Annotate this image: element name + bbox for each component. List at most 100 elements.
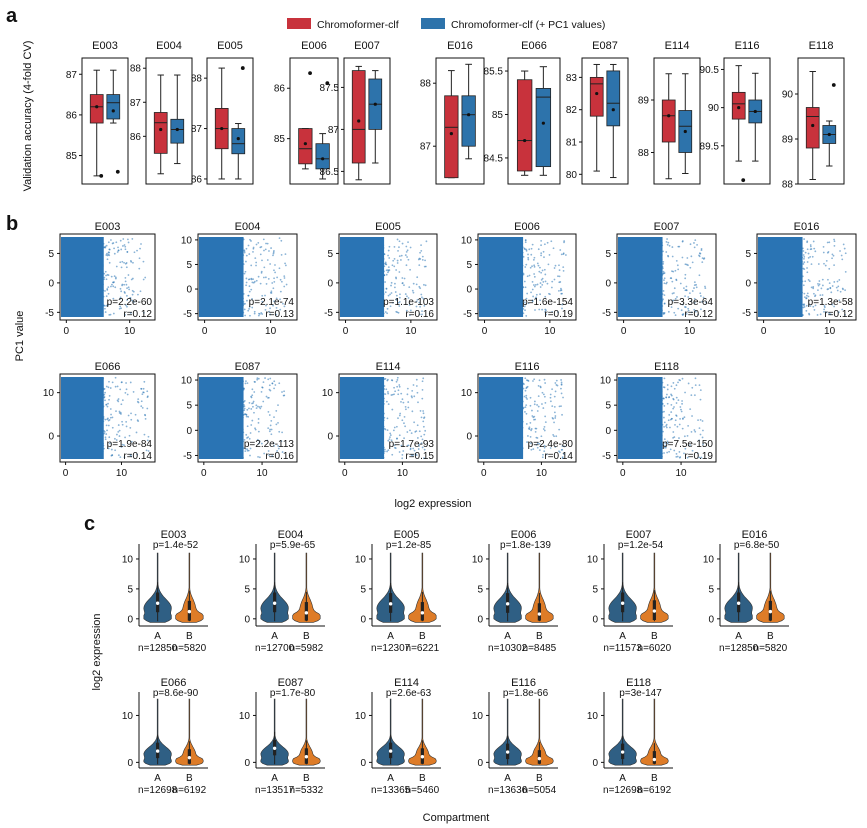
scatter-point: [387, 403, 390, 406]
scatter-point: [827, 288, 830, 290]
scatter-point: [412, 447, 415, 450]
scatter-point: [284, 253, 287, 256]
scatter-point: [675, 384, 678, 387]
scatter-point: [404, 254, 407, 257]
scatter-point: [396, 437, 398, 440]
scatter-point: [246, 408, 249, 411]
x-tick-label: 0: [620, 468, 626, 479]
scatter-point: [691, 415, 693, 417]
box-series1: [153, 74, 168, 175]
y-tick-label: 5: [244, 584, 250, 595]
subplot-frame: [797, 57, 845, 185]
scatter-point: [823, 308, 826, 311]
y-tick-label: 5: [605, 401, 611, 412]
scatter-point: [106, 405, 109, 408]
scatter-point: [270, 419, 273, 422]
scatter-point: [107, 274, 110, 277]
scatter-point: [561, 292, 563, 295]
scatter-point: [561, 456, 564, 459]
scatter-point: [419, 410, 422, 412]
scatter-point: [674, 297, 677, 300]
scatter-point: [695, 283, 697, 286]
scatter-point: [272, 287, 275, 290]
scatter-point: [525, 263, 528, 266]
scatter-point: [684, 447, 687, 450]
inner-box-B: [652, 743, 657, 765]
subplot-frame: [197, 233, 298, 321]
scatter-point: [120, 446, 123, 448]
scatter-point: [550, 286, 553, 289]
scatter-point: [831, 285, 834, 287]
mean-marker: [175, 127, 179, 132]
scatter-point: [541, 391, 544, 394]
scatter-point: [687, 309, 690, 312]
scatter-point: [406, 256, 408, 258]
inner-box-A: [620, 582, 625, 622]
category-label-B: B: [536, 631, 543, 642]
scatter-point: [524, 411, 526, 413]
panel-a-boxplots: a Chromoformer-clf Chromoformer-clf (+ P…: [6, 5, 845, 191]
scatter-point: [537, 384, 540, 387]
scatter-point: [806, 271, 809, 274]
scatter-point: [549, 396, 552, 399]
scatter-point: [533, 273, 536, 275]
scatter-point: [253, 411, 255, 414]
scatter-point: [665, 396, 668, 399]
scatter-point: [127, 414, 130, 417]
scatter-point: [248, 308, 250, 310]
scatter-point: [398, 434, 401, 437]
scatter-point: [685, 285, 688, 288]
scatter-point: [242, 416, 244, 419]
scatter-point: [391, 453, 394, 456]
scatter-point: [263, 266, 266, 269]
scatter-point: [107, 292, 110, 295]
scatter-point: [145, 449, 148, 452]
scatter-point: [383, 270, 385, 273]
scatter-point: [662, 290, 665, 292]
y-tick-label: 5: [466, 260, 472, 271]
count-label-B: n=8485: [523, 643, 557, 654]
scatter-point: [558, 405, 561, 408]
scatter-point: [275, 313, 278, 316]
scatter-point: [660, 383, 663, 386]
r-value-label: r=0.13: [265, 309, 294, 320]
scatter-point: [693, 281, 696, 284]
scatter-point: [261, 313, 264, 315]
scatter-point: [406, 387, 409, 390]
scatter-point: [119, 261, 122, 264]
scatter-point: [133, 251, 136, 254]
scatter-point: [144, 413, 146, 416]
scatter-point: [118, 307, 121, 310]
scatter-point: [107, 386, 110, 389]
scatter-point: [121, 443, 124, 446]
scatter-point: [664, 446, 667, 449]
scatter-point: [523, 301, 526, 304]
scatter-point: [555, 383, 558, 386]
scatter-point: [536, 262, 539, 265]
box-body: [89, 94, 104, 124]
scatter-point: [108, 394, 111, 397]
subplot-frame: [723, 57, 771, 185]
scatter-point: [670, 393, 672, 396]
scatter-point: [120, 290, 123, 293]
scatter-point: [129, 426, 132, 429]
scatter-point: [532, 295, 535, 298]
scatter-point: [385, 263, 388, 266]
box-series1: [589, 63, 604, 172]
scatter-point: [662, 250, 664, 253]
scatter-point: [272, 252, 275, 255]
scatter-point: [422, 412, 425, 415]
category-label-A: A: [154, 773, 161, 784]
scatter-point: [382, 425, 385, 428]
scatter-point: [560, 253, 563, 256]
scatter-point: [544, 402, 547, 404]
y-tick-label: 10: [587, 554, 599, 565]
scatter-point: [424, 265, 427, 268]
scatter-point: [415, 430, 418, 432]
r-value-label: r=0.12: [824, 309, 853, 320]
